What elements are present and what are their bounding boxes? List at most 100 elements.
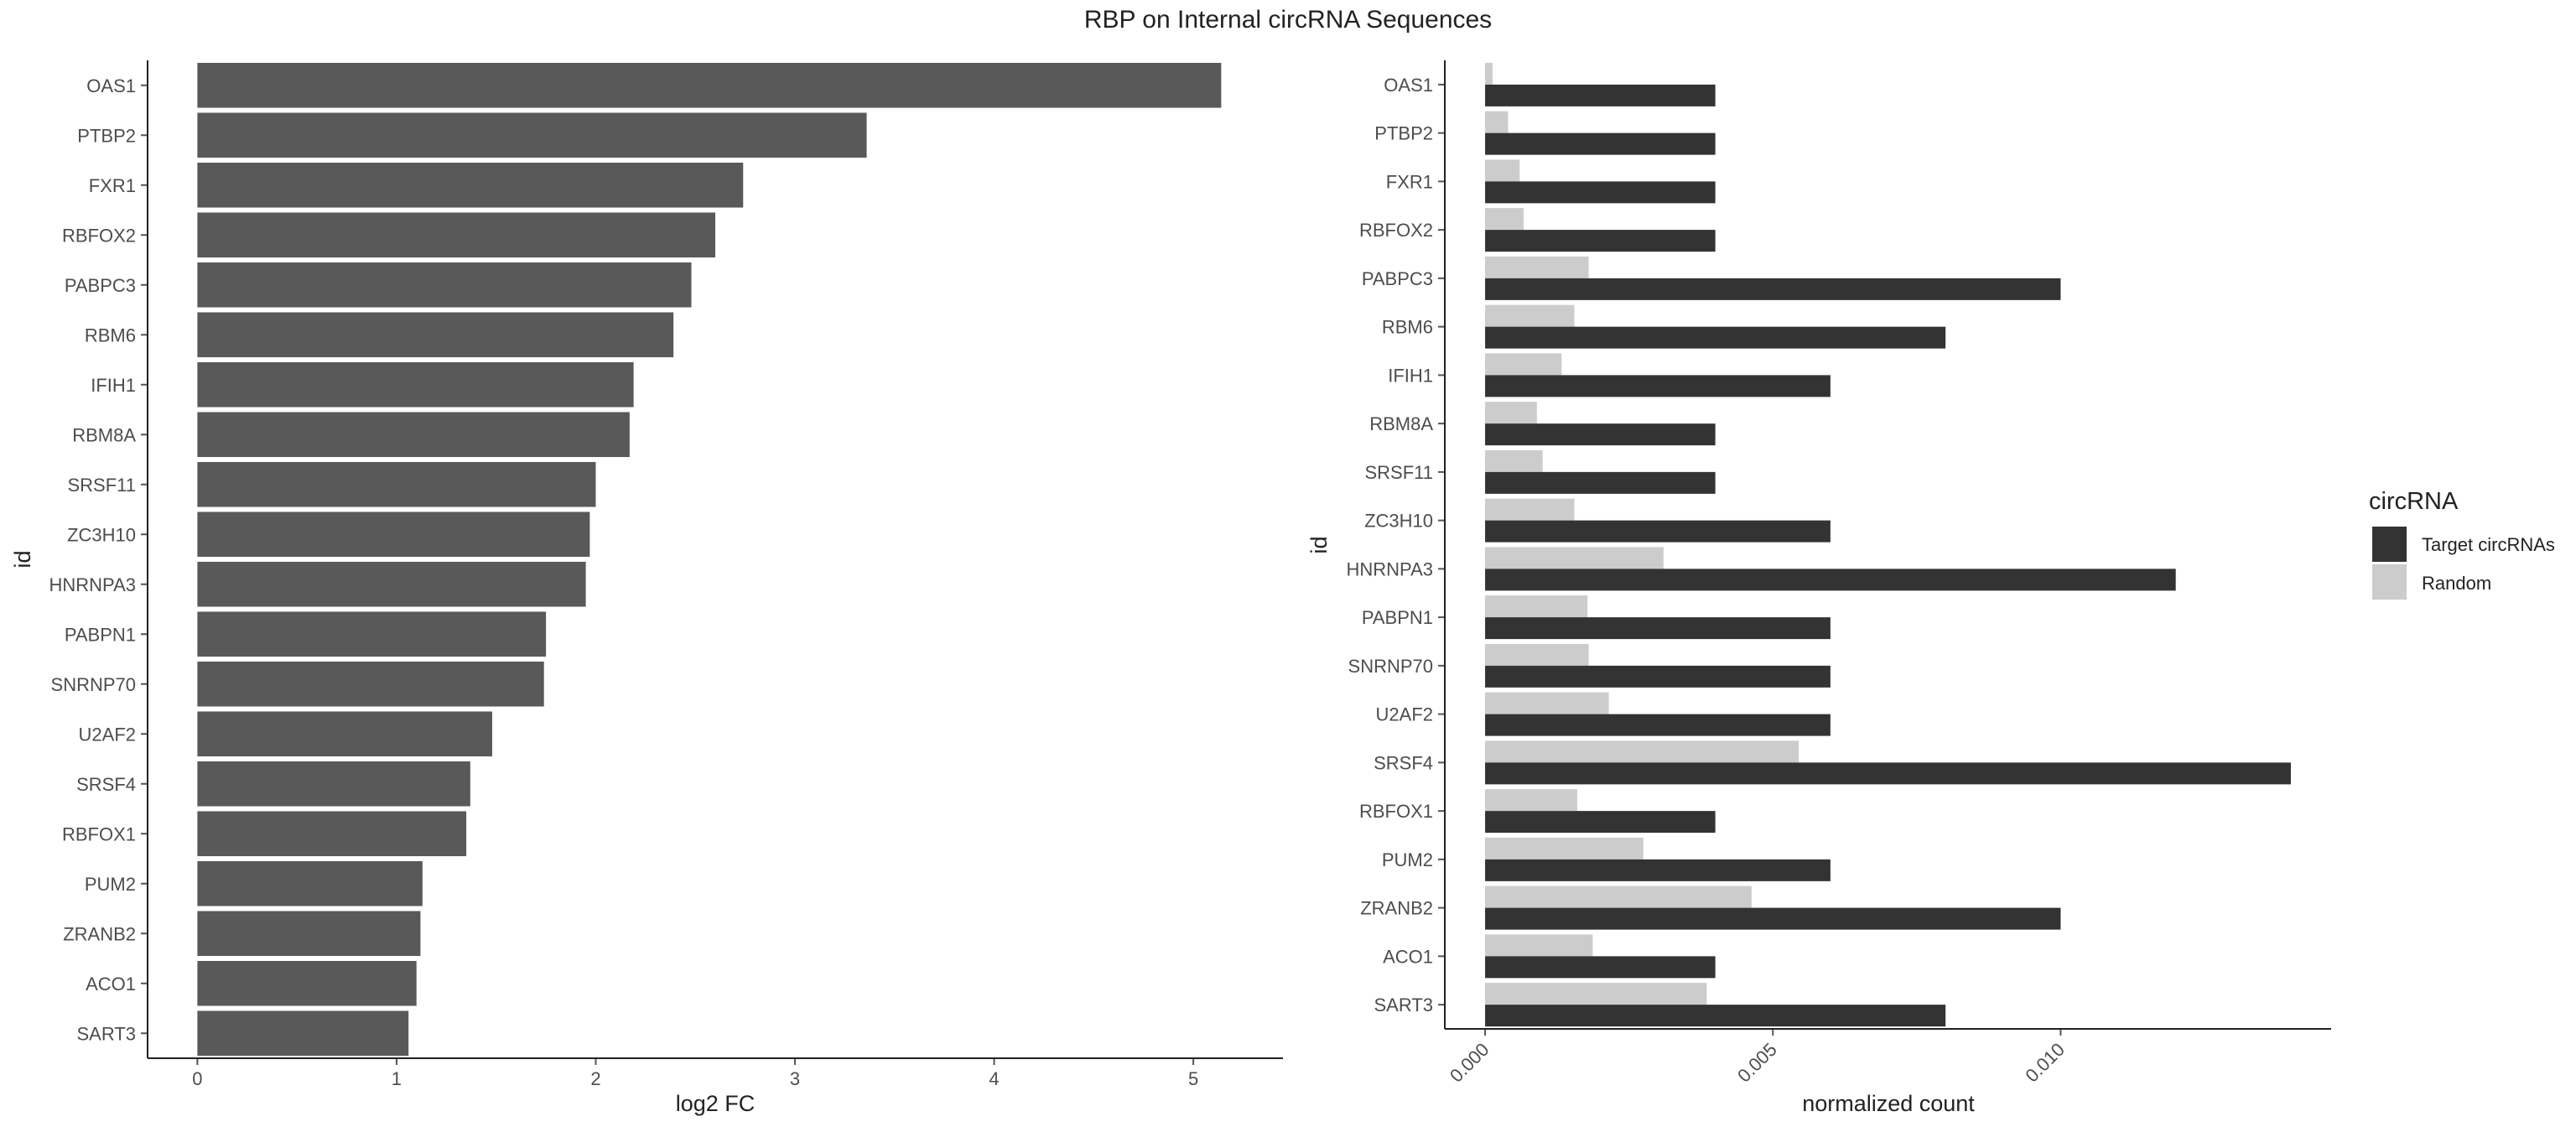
- target-bar-pum2: [1485, 859, 1831, 881]
- left-y-label-aco1: ACO1: [86, 974, 136, 995]
- target-bar-ifih1: [1485, 375, 1831, 397]
- left-x-tick-label-0: 0: [192, 1068, 202, 1089]
- right-y-label-oas1: OAS1: [1384, 75, 1433, 96]
- left-y-label-sart3: SART3: [76, 1023, 136, 1044]
- target-bar-srsf4: [1485, 762, 2291, 785]
- right-y-label-sart3: SART3: [1374, 995, 1433, 1015]
- bar-fxr1: [197, 162, 744, 208]
- random-bar-fxr1: [1485, 159, 1520, 182]
- right-x-tick-label-0.005: 0.005: [1733, 1039, 1781, 1087]
- left-y-tick-labels: OAS1 PTBP2 FXR1 RBFOX2 PABPC3 RBM6 IFIH1 RBM8A S…: [49, 75, 148, 1044]
- left-x-ticks: 0 1 2 3 4 5: [192, 1058, 1198, 1089]
- bar-srsf11: [197, 461, 596, 507]
- bar-rbfox1: [197, 811, 467, 857]
- left-panel: OAS1 PTBP2 FXR1 RBFOX2 PABPC3 RBM6 IFIH1 RBM8A S…: [10, 60, 1283, 1116]
- target-bar-pabpn1: [1485, 617, 1831, 640]
- right-y-label-rbm8a: RBM8A: [1369, 413, 1433, 434]
- random-bar-srsf4: [1485, 740, 1800, 763]
- bar-rbfox2: [197, 212, 715, 258]
- random-bar-pum2: [1485, 837, 1644, 860]
- bar-pabpn1: [197, 611, 547, 657]
- right-y-label-rbfox1: RBFOX1: [1359, 801, 1433, 822]
- right-y-label-srsf4: SRSF4: [1374, 752, 1433, 773]
- left-y-label-hnrnpa3: HNRNPA3: [49, 574, 136, 595]
- left-y-label-oas1: OAS1: [86, 75, 136, 96]
- right-y-label-ifih1: IFIH1: [1388, 365, 1433, 386]
- legend-label-target: Target circRNAs: [2422, 534, 2555, 555]
- target-bar-rbfox2: [1485, 230, 1716, 252]
- target-bar-aco1: [1485, 956, 1716, 979]
- right-y-label-pum2: PUM2: [1382, 849, 1433, 870]
- right-y-label-snrnp70: SNRNP70: [1348, 656, 1433, 677]
- chart-title: RBP on Internal circRNA Sequences: [1084, 6, 1492, 34]
- left-x-tick-label-4: 4: [989, 1068, 999, 1089]
- bar-pum2: [197, 860, 423, 906]
- left-y-label-rbm8a: RBM8A: [72, 424, 136, 445]
- right-y-label-fxr1: FXR1: [1386, 171, 1433, 192]
- bar-sart3: [197, 1010, 409, 1057]
- right-y-label-u2af2: U2AF2: [1376, 704, 1433, 725]
- left-x-tick-label-5: 5: [1188, 1068, 1198, 1089]
- target-bar-hnrnpa3: [1485, 569, 2176, 591]
- right-y-label-ptbp2: PTBP2: [1374, 123, 1433, 144]
- random-bar-hnrnpa3: [1485, 547, 1664, 569]
- bar-u2af2: [197, 711, 492, 757]
- legend-swatch-random: [2372, 564, 2407, 600]
- target-bar-srsf11: [1485, 471, 1716, 494]
- legend-swatch-target: [2372, 527, 2407, 562]
- left-y-label-rbm6: RBM6: [85, 325, 136, 345]
- random-bar-pabpn1: [1485, 595, 1588, 618]
- legend-label-random: Random: [2422, 573, 2491, 594]
- right-x-tick-label-0.000: 0.000: [1446, 1039, 1493, 1087]
- random-bar-snrnp70: [1485, 643, 1589, 666]
- left-x-tick-label-1: 1: [392, 1068, 402, 1089]
- random-bar-u2af2: [1485, 692, 1609, 714]
- right-x-ticks: 0.000 0.005 0.010: [1446, 1029, 2069, 1086]
- right-y-label-aco1: ACO1: [1383, 946, 1433, 967]
- right-y-tick-labels: OAS1 PTBP2 FXR1 RBFOX2 PABPC3 RBM6 IFIH1 RBM8A S…: [1346, 75, 1445, 1015]
- right-y-axis-title: id: [1306, 536, 1332, 553]
- target-bar-ptbp2: [1485, 132, 1716, 155]
- bar-zc3h10: [197, 512, 590, 558]
- random-bar-ifih1: [1485, 353, 1562, 376]
- left-y-label-fxr1: FXR1: [89, 175, 136, 196]
- bar-srsf4: [197, 761, 470, 807]
- random-bar-zc3h10: [1485, 498, 1575, 521]
- right-y-label-pabpc3: PABPC3: [1362, 268, 1433, 289]
- left-y-label-rbfox2: RBFOX2: [62, 225, 136, 246]
- left-y-label-u2af2: U2AF2: [79, 724, 136, 745]
- left-y-label-pabpc3: PABPC3: [65, 275, 136, 296]
- target-bar-u2af2: [1485, 714, 1831, 736]
- legend-title: circRNA: [2369, 488, 2459, 515]
- right-x-axis-title: normalized count: [1802, 1091, 1975, 1116]
- left-x-axis-title: log2 FC: [676, 1091, 756, 1116]
- bar-ifih1: [197, 361, 634, 408]
- left-y-label-srsf11: SRSF11: [67, 475, 136, 496]
- random-bar-rbm6: [1485, 304, 1575, 327]
- bar-snrnp70: [197, 661, 544, 707]
- left-bars: [197, 62, 1222, 1057]
- bar-pabpc3: [197, 262, 692, 308]
- left-y-label-zc3h10: ZC3H10: [67, 524, 136, 545]
- left-y-label-pum2: PUM2: [85, 874, 136, 895]
- right-y-label-pabpn1: PABPN1: [1362, 607, 1433, 628]
- target-bar-oas1: [1485, 84, 1716, 106]
- right-y-label-srsf11: SRSF11: [1364, 462, 1433, 483]
- random-bar-aco1: [1485, 934, 1593, 957]
- random-bar-rbm8a: [1485, 402, 1537, 424]
- right-y-label-rbm6: RBM6: [1382, 317, 1433, 338]
- bar-oas1: [197, 62, 1222, 108]
- left-y-label-rbfox1: RBFOX1: [62, 823, 136, 844]
- target-bar-zranb2: [1485, 907, 2061, 930]
- right-panel: OAS1 PTBP2 FXR1 RBFOX2 PABPC3 RBM6 IFIH1 RBM8A S…: [1306, 60, 2331, 1116]
- random-bar-ptbp2: [1485, 111, 1509, 133]
- random-bar-rbfox1: [1485, 789, 1577, 812]
- bar-rbm6: [197, 312, 674, 358]
- left-x-tick-label-3: 3: [790, 1068, 800, 1089]
- left-y-label-srsf4: SRSF4: [76, 774, 136, 795]
- random-bar-oas1: [1485, 62, 1493, 85]
- bar-zranb2: [197, 911, 421, 957]
- left-y-label-zranb2: ZRANB2: [63, 923, 136, 944]
- bar-hnrnpa3: [197, 561, 586, 607]
